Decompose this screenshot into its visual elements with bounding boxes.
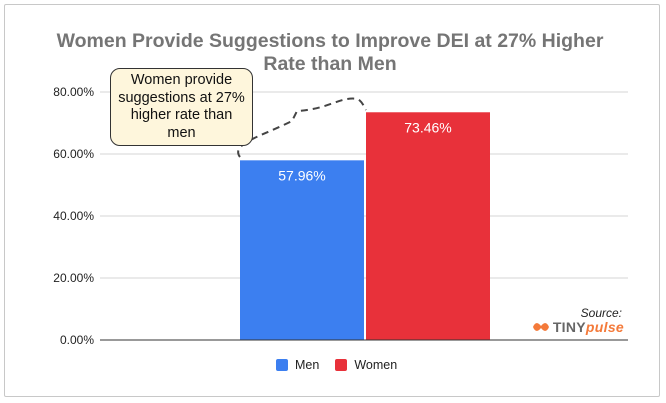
- data-label-women: 73.46%: [404, 119, 451, 135]
- legend-label-women: Women: [354, 358, 398, 372]
- data-label-men: 57.96%: [278, 167, 325, 183]
- legend-swatch-women: [335, 359, 348, 371]
- legend-item-men: Men: [276, 358, 319, 372]
- bar-data-labels: 57.96% 73.46%: [278, 119, 451, 183]
- bars: [240, 112, 490, 340]
- y-tick-label: 0.00%: [60, 333, 94, 347]
- callout-pointer: [237, 97, 367, 158]
- y-tick-label: 60.00%: [53, 147, 94, 161]
- tinypulse-logo: TINYpulse: [532, 318, 624, 336]
- callout-annotation: Women provide suggestions at 27% higher …: [110, 68, 253, 146]
- logo-tiny-text: TINY: [552, 319, 586, 335]
- pulse-icon: [532, 323, 549, 331]
- y-tick-label: 40.00%: [53, 209, 94, 223]
- y-tick-label: 20.00%: [53, 271, 94, 285]
- legend-item-women: Women: [335, 358, 397, 372]
- bar-women: [366, 112, 490, 340]
- y-tick-label: 80.00%: [53, 85, 94, 99]
- legend: Men Women: [276, 358, 413, 372]
- bar-men: [240, 160, 364, 340]
- legend-swatch-men: [276, 359, 288, 371]
- logo-pulse-text: pulse: [585, 319, 624, 335]
- source-label: Source:: [580, 306, 622, 320]
- y-axis-ticks: 0.00% 20.00% 40.00% 60.00% 80.00%: [53, 85, 94, 347]
- legend-label-men: Men: [295, 358, 320, 372]
- chart-title: Women Provide Suggestions to Improve DEI…: [56, 30, 604, 75]
